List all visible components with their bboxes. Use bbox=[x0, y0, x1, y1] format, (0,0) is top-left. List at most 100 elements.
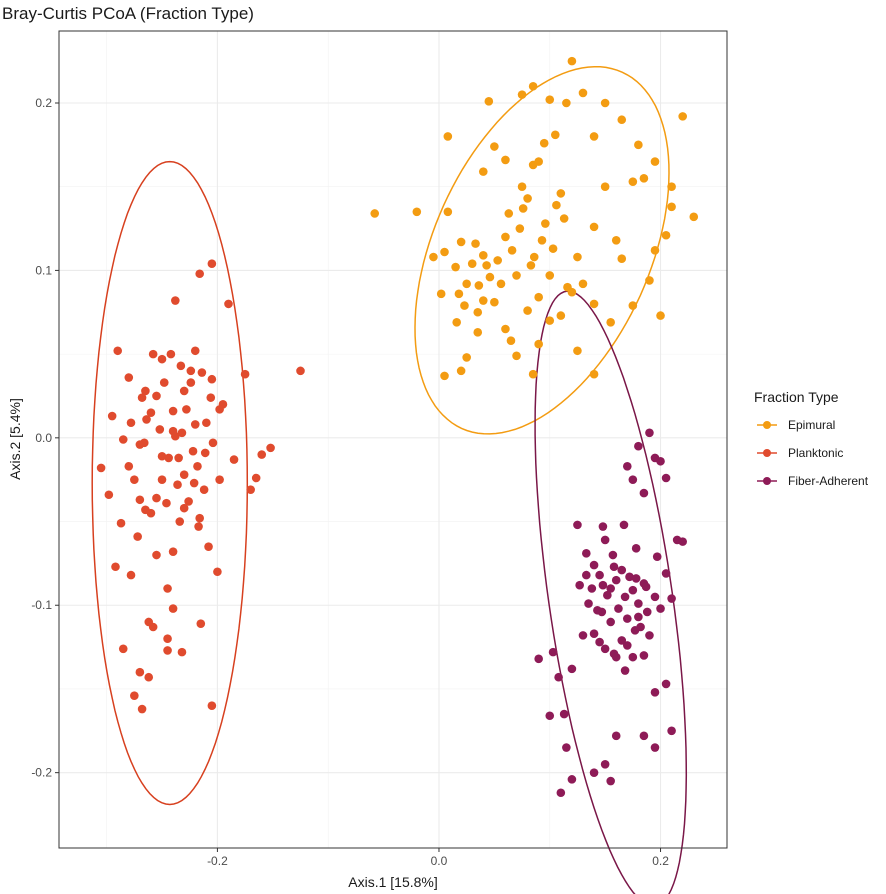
fiber-adherent-point bbox=[639, 731, 649, 741]
epimural-point bbox=[578, 279, 588, 289]
planktonic-point bbox=[177, 647, 187, 657]
epimural-point bbox=[490, 297, 499, 307]
fiber-adherent-point bbox=[650, 688, 660, 697]
x-tick-label: 0.0 bbox=[431, 854, 448, 868]
epimural-point bbox=[552, 200, 561, 210]
legend-item-fiber-adherent: Fiber-Adherent bbox=[757, 474, 869, 488]
fiber-adherent-point bbox=[678, 537, 687, 546]
planktonic-point bbox=[157, 475, 167, 484]
legend-label: Epimural bbox=[788, 418, 835, 432]
y-tick-label: -0.1 bbox=[31, 598, 52, 612]
fiber-adherent-point bbox=[587, 584, 597, 593]
fiber-adherent-point bbox=[600, 644, 610, 654]
epimural-point bbox=[412, 207, 422, 217]
epimural-ellipse bbox=[414, 65, 670, 435]
epimural-point bbox=[545, 271, 555, 280]
planktonic-point bbox=[266, 443, 275, 453]
planktonic-point bbox=[174, 453, 183, 463]
planktonic-point bbox=[182, 405, 191, 414]
planktonic-point bbox=[207, 374, 217, 384]
fiber-adherent-point bbox=[614, 604, 623, 613]
epimural-point bbox=[512, 351, 521, 361]
legend-label: Fiber-Adherent bbox=[788, 474, 869, 488]
fiber-adherent-point bbox=[582, 570, 591, 580]
epimural-point bbox=[634, 140, 643, 150]
epimural-point bbox=[517, 182, 527, 191]
epimural-point bbox=[429, 252, 438, 262]
epimural-point bbox=[454, 289, 464, 299]
fiber-adherent-point bbox=[606, 617, 615, 627]
epimural-point bbox=[534, 292, 543, 302]
fiber-adherent-point bbox=[595, 570, 604, 580]
planktonic-point bbox=[173, 480, 182, 490]
epimural-point bbox=[474, 281, 484, 290]
fiber-adherent-point bbox=[634, 599, 643, 608]
epimural-point bbox=[456, 366, 466, 376]
epimural-point bbox=[639, 174, 649, 183]
fiber-adherent-point bbox=[667, 594, 676, 603]
y-axis-title: Axis.2 [5.4%] bbox=[7, 398, 23, 480]
fiber-adherent-point bbox=[600, 535, 610, 545]
fiber-adherent-point bbox=[622, 461, 632, 471]
epimural-point bbox=[550, 130, 560, 140]
epimural-point bbox=[600, 182, 610, 191]
fiber-adherent-point bbox=[617, 565, 627, 575]
fiber-adherent-point bbox=[650, 592, 660, 602]
planktonic-point bbox=[193, 461, 202, 471]
y-axis: -0.2 -0.1 0.0 0.1 0.2 bbox=[31, 96, 59, 780]
fiber-adherent-point bbox=[628, 585, 638, 595]
fiber-adherent-point bbox=[578, 631, 588, 640]
epimural-point bbox=[528, 369, 538, 379]
planktonic-point bbox=[189, 478, 199, 488]
legend-label: Planktonic bbox=[788, 446, 843, 460]
fiber-adherent-point bbox=[611, 575, 621, 585]
planktonic-point bbox=[199, 485, 209, 495]
epimural-point bbox=[452, 318, 461, 327]
legend-title: Fraction Type bbox=[754, 389, 839, 405]
planktonic-point bbox=[111, 562, 120, 572]
planktonic-point bbox=[152, 391, 161, 401]
fiber-adherent-point bbox=[567, 664, 577, 674]
planktonic-point bbox=[104, 490, 114, 500]
planktonic-point bbox=[168, 547, 178, 556]
planktonic-point bbox=[162, 498, 171, 508]
planktonic-point bbox=[163, 646, 172, 655]
x-tick-label: -0.2 bbox=[207, 854, 228, 868]
planktonic-point bbox=[130, 691, 139, 700]
y-tick-label: 0.2 bbox=[35, 96, 52, 110]
epimural-point bbox=[562, 98, 571, 108]
plot-panel bbox=[58, 30, 728, 894]
fiber-adherent-ellipse bbox=[534, 290, 688, 894]
epimural-point bbox=[539, 138, 549, 148]
epimural-point bbox=[512, 271, 521, 280]
fiber-adherent-point bbox=[598, 522, 608, 531]
planktonic-point bbox=[229, 455, 239, 464]
epimural-point bbox=[462, 353, 471, 362]
planktonic-point bbox=[179, 386, 189, 396]
legend-item-epimural: Epimural bbox=[757, 418, 835, 432]
epimural-point bbox=[517, 90, 527, 99]
planktonic-point bbox=[144, 617, 154, 627]
epimural-point bbox=[545, 316, 555, 325]
fiber-adherent-point bbox=[608, 550, 618, 560]
planktonic-point bbox=[168, 406, 178, 416]
planktonic-point bbox=[206, 393, 216, 402]
epimural-point bbox=[501, 232, 510, 242]
planktonic-point bbox=[141, 505, 150, 515]
fiber-adherent-point bbox=[630, 626, 640, 635]
planktonic-point bbox=[124, 373, 134, 382]
planktonic-point bbox=[144, 672, 154, 682]
planktonic-point bbox=[107, 411, 117, 421]
planktonic-point bbox=[251, 473, 261, 483]
planktonic-point bbox=[175, 517, 185, 526]
fiber-adherent-point bbox=[595, 637, 604, 647]
fiber-adherent-point bbox=[652, 552, 662, 561]
planktonic-point bbox=[137, 393, 147, 402]
epimural-point bbox=[589, 369, 599, 379]
epimural-point bbox=[478, 296, 488, 305]
epimural-point bbox=[467, 259, 477, 269]
epimural-point bbox=[473, 307, 483, 317]
planktonic-point bbox=[142, 415, 151, 424]
fiber-adherent-point bbox=[617, 636, 627, 645]
